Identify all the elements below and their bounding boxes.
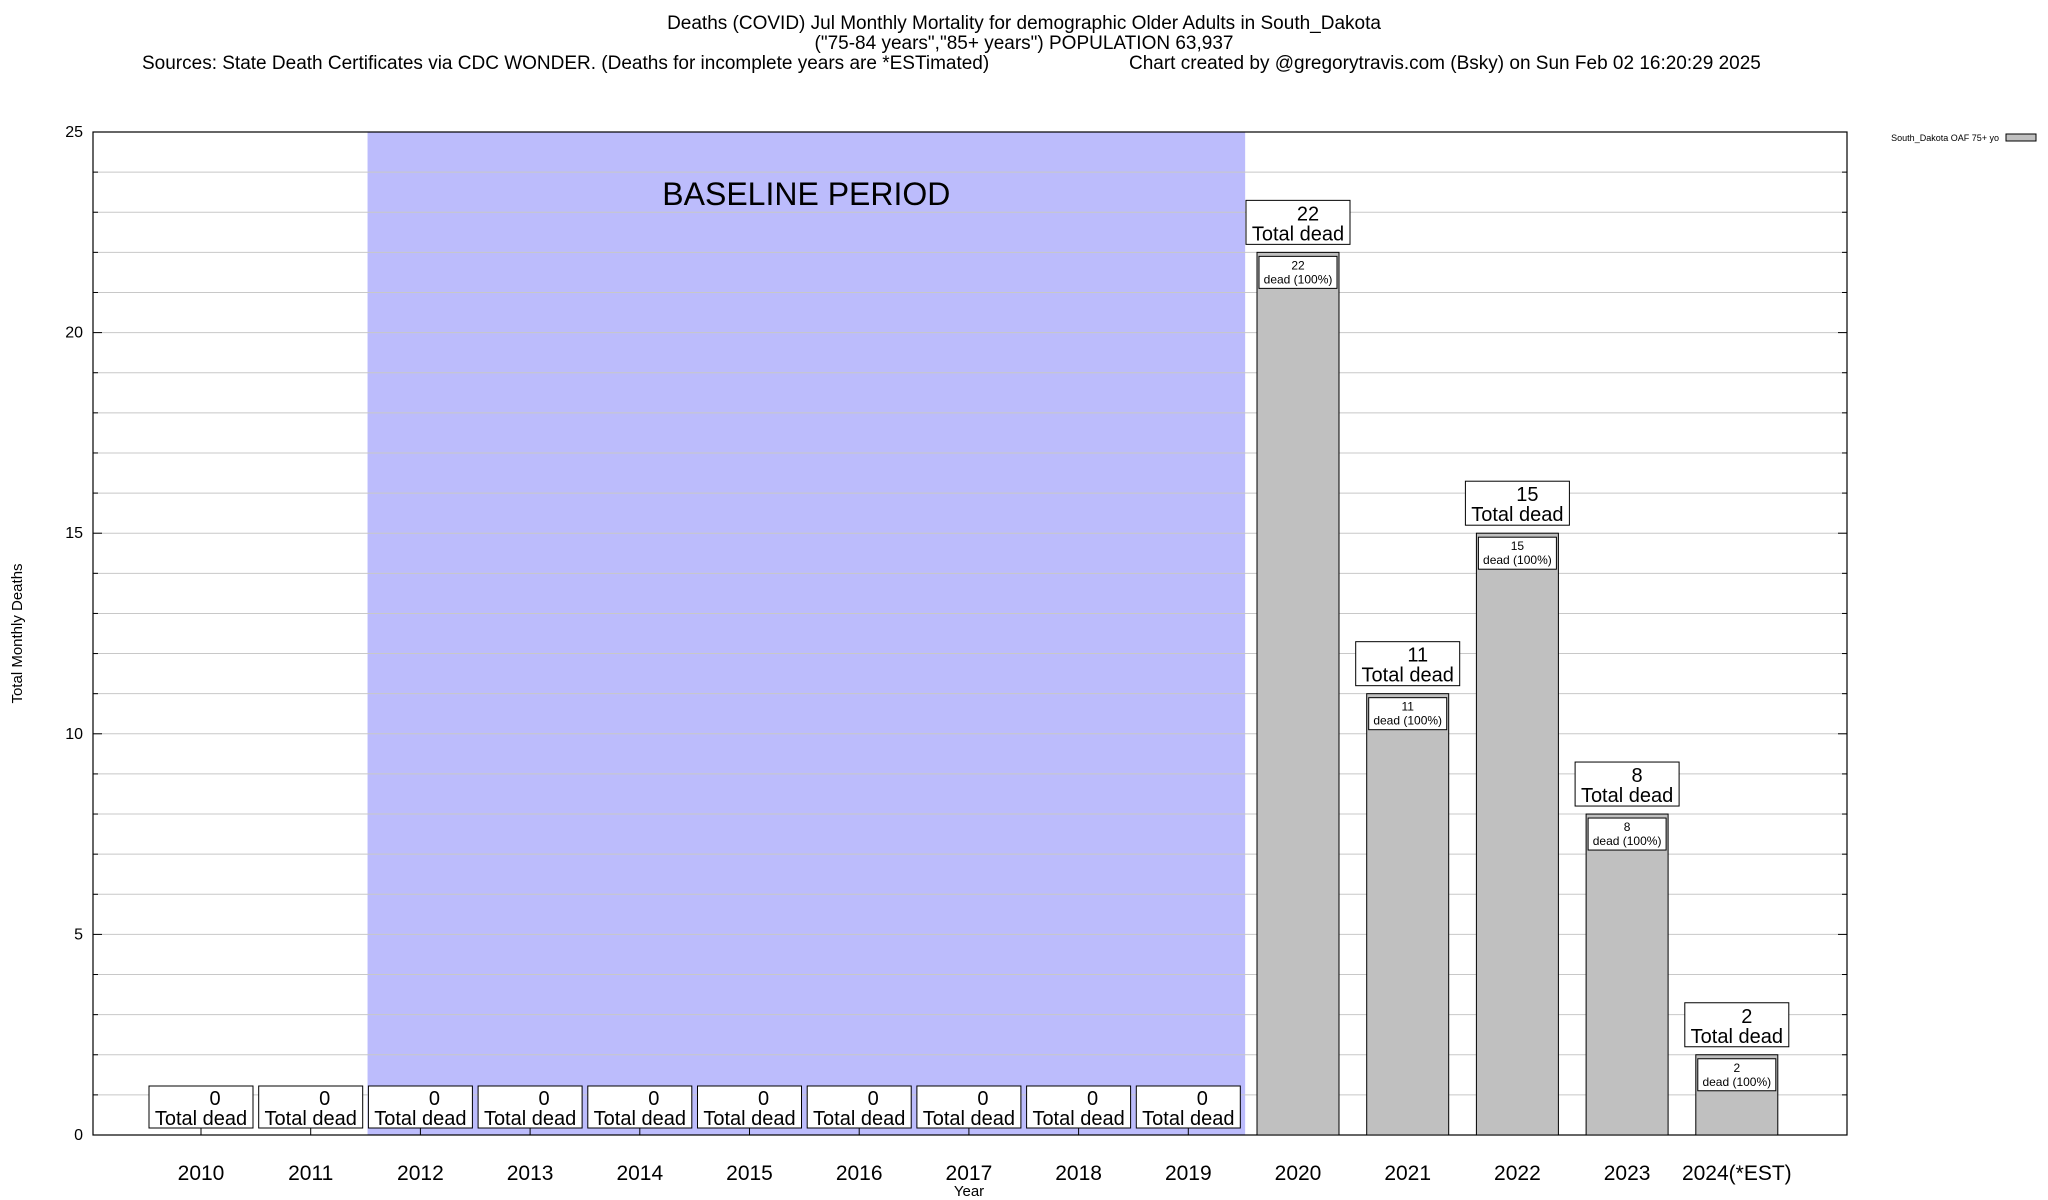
bar-segment-value: 22 <box>1291 258 1305 272</box>
total-label-box <box>587 1085 693 1129</box>
total-label: Total dead <box>594 1108 686 1130</box>
total-value: 0 <box>868 1088 879 1110</box>
bar-segment-label-box <box>1477 536 1557 570</box>
baseline-shade <box>367 132 1246 1135</box>
total-label-box <box>916 1085 1022 1129</box>
bar-segment-label: dead (100%) <box>1373 714 1442 728</box>
total-value: 0 <box>648 1088 659 1110</box>
x-tick-label: 2014 <box>616 1162 663 1185</box>
x-tick-label: 2018 <box>1055 1162 1102 1185</box>
chart-subtitle: ("75-84 years","85+ years") POPULATION 6… <box>814 33 1234 54</box>
bar-segment-value: 15 <box>1511 539 1525 553</box>
plot-frame <box>92 131 1848 1136</box>
total-label-box <box>1464 480 1570 526</box>
x-tick-label: 2019 <box>1165 1162 1212 1185</box>
chart-sources: Sources: State Death Certificates via CD… <box>142 53 990 74</box>
total-label: Total dead <box>155 1108 247 1130</box>
bar-segment-value: 8 <box>1624 820 1631 834</box>
bar-segment-value: 2 <box>1733 1061 1740 1075</box>
bar <box>1256 251 1340 1136</box>
total-label-box <box>258 1085 364 1129</box>
total-label: Total dead <box>1032 1108 1124 1130</box>
legend-swatch <box>2005 133 2037 142</box>
total-value: 0 <box>319 1088 330 1110</box>
total-label: Total dead <box>1691 1026 1783 1048</box>
y-axis-label: Total Monthly Deaths <box>9 563 26 703</box>
total-label-box <box>1355 641 1461 687</box>
x-tick-label: 2015 <box>726 1162 773 1185</box>
y-tick-label: 5 <box>74 926 83 943</box>
total-label: Total dead <box>484 1108 576 1130</box>
x-tick-label: 2012 <box>397 1162 444 1185</box>
bar-segment-label: dead (100%) <box>1593 834 1662 848</box>
total-label: Total dead <box>703 1108 795 1130</box>
bar-segment-label-box <box>1258 255 1338 289</box>
bar <box>1585 813 1669 1136</box>
total-label: Total dead <box>374 1108 466 1130</box>
total-value: 15 <box>1516 484 1538 506</box>
total-value: 0 <box>758 1088 769 1110</box>
chart-title: Deaths (COVID) Jul Monthly Mortality for… <box>667 13 1381 34</box>
bar-segment-value: 11 <box>1401 700 1414 714</box>
x-tick-label: 2024(*EST) <box>1682 1162 1792 1185</box>
bar-segment-label: dead (100%) <box>1702 1075 1771 1089</box>
total-value: 11 <box>1407 645 1428 667</box>
bar-segment-label-box <box>1587 817 1667 851</box>
x-tick-label: 2023 <box>1604 1162 1651 1185</box>
x-tick-label: 2020 <box>1275 1162 1322 1185</box>
bar <box>1366 693 1450 1136</box>
total-value: 0 <box>539 1088 550 1110</box>
total-label: Total dead <box>813 1108 905 1130</box>
y-tick-label: 15 <box>65 525 83 542</box>
total-label-box <box>148 1085 254 1129</box>
y-tick-label: 20 <box>65 325 83 342</box>
x-tick-label: 2021 <box>1384 1162 1431 1185</box>
bar-segment-label-box <box>1368 697 1448 731</box>
total-label-box <box>1026 1085 1132 1129</box>
total-label-box <box>1245 199 1351 245</box>
total-label-box <box>477 1085 583 1129</box>
baseline-label: BASELINE PERIOD <box>662 176 950 212</box>
total-label: Total dead <box>1471 504 1563 526</box>
x-tick-label: 2022 <box>1494 1162 1541 1185</box>
total-label: Total dead <box>1362 665 1454 687</box>
total-label-box <box>1684 1002 1790 1048</box>
total-label-box <box>1574 761 1680 807</box>
bar-segment-label-box <box>1697 1058 1777 1092</box>
total-value: 0 <box>977 1088 988 1110</box>
legend-label: South_Dakota OAF 75+ yo <box>1891 133 1999 143</box>
bar <box>1475 532 1559 1136</box>
x-tick-label: 2017 <box>946 1162 993 1185</box>
x-tick-label: 2013 <box>507 1162 554 1185</box>
total-label-box <box>367 1085 473 1129</box>
x-tick-label: 2010 <box>178 1162 225 1185</box>
y-tick-label: 10 <box>65 726 83 743</box>
total-value: 22 <box>1297 203 1319 225</box>
total-label: Total dead <box>923 1108 1015 1130</box>
total-value: 0 <box>209 1088 220 1110</box>
total-value: 0 <box>1197 1088 1208 1110</box>
total-label: Total dead <box>265 1108 357 1130</box>
x-tick-label: 2011 <box>288 1162 333 1185</box>
x-tick-label: 2016 <box>836 1162 883 1185</box>
chart-credit: Chart created by @gregorytravis.com (Bsk… <box>1129 53 1761 74</box>
x-axis-label: Year <box>954 1183 984 1200</box>
total-label: Total dead <box>1581 785 1673 807</box>
total-label-box <box>806 1085 912 1129</box>
total-value: 0 <box>429 1088 440 1110</box>
total-value: 0 <box>1087 1088 1098 1110</box>
bar-segment-label: dead (100%) <box>1264 272 1333 286</box>
total-label-box <box>1135 1085 1241 1129</box>
y-tick-label: 25 <box>65 124 83 141</box>
y-tick-label: 0 <box>74 1127 83 1144</box>
total-label: Total dead <box>1142 1108 1234 1130</box>
total-label-box <box>697 1085 802 1129</box>
bar-segment-label: dead (100%) <box>1483 553 1552 567</box>
total-value: 8 <box>1632 765 1643 787</box>
total-label: Total dead <box>1252 223 1344 245</box>
total-value: 2 <box>1741 1006 1752 1028</box>
